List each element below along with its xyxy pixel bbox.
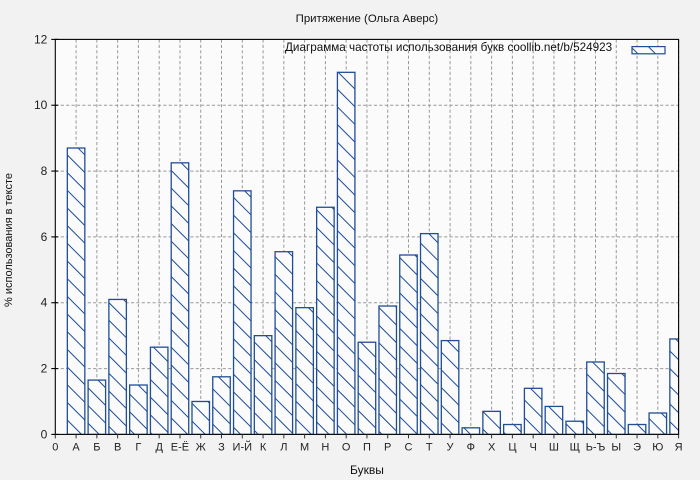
- svg-text:Ц: Ц: [508, 441, 516, 453]
- svg-text:А: А: [72, 441, 80, 453]
- svg-text:С: С: [405, 441, 413, 453]
- svg-text:Е-Ё: Е-Ё: [171, 441, 189, 453]
- svg-text:О: О: [342, 441, 351, 453]
- svg-text:У: У: [447, 441, 455, 453]
- svg-text:Х: Х: [488, 441, 496, 453]
- svg-text:Притяжение (Ольга Аверс): Притяжение (Ольга Аверс): [296, 13, 439, 25]
- svg-text:Диаграмма частоты использовани: Диаграмма частоты использования букв coo…: [285, 41, 612, 54]
- svg-text:Т: Т: [426, 441, 433, 453]
- svg-text:И-Й: И-Й: [233, 440, 252, 453]
- svg-text:К: К: [260, 441, 267, 453]
- svg-text:Я: Я: [675, 441, 683, 453]
- svg-text:Р: Р: [384, 441, 391, 453]
- svg-text:Ш: Ш: [549, 441, 559, 453]
- svg-text:Ю: Ю: [652, 441, 663, 453]
- svg-text:П: П: [363, 441, 371, 453]
- svg-text:6: 6: [41, 230, 48, 244]
- svg-text:З: З: [218, 441, 225, 453]
- svg-text:Ы: Ы: [611, 441, 621, 453]
- svg-text:Ж: Ж: [196, 441, 206, 453]
- svg-text:% использования в тексте: % использования в тексте: [3, 173, 15, 307]
- svg-text:Д: Д: [155, 441, 163, 453]
- svg-text:4: 4: [41, 296, 48, 310]
- svg-text:Л: Л: [280, 441, 287, 453]
- svg-text:Г: Г: [135, 441, 141, 453]
- svg-text:Н: Н: [321, 441, 329, 453]
- svg-text:Э: Э: [633, 441, 641, 453]
- svg-text:Щ: Щ: [570, 441, 580, 453]
- svg-text:В: В: [114, 441, 121, 453]
- svg-text:Ч: Ч: [529, 441, 536, 453]
- svg-text:2: 2: [41, 362, 48, 376]
- svg-text:Ф: Ф: [467, 441, 475, 453]
- svg-text:12: 12: [34, 32, 48, 46]
- svg-text:0: 0: [52, 441, 58, 453]
- svg-text:Ь-Ъ: Ь-Ъ: [586, 441, 606, 453]
- svg-text:8: 8: [41, 164, 48, 178]
- svg-text:М: М: [300, 441, 309, 453]
- svg-text:Буквы: Буквы: [350, 463, 384, 477]
- svg-text:Б: Б: [93, 441, 100, 453]
- svg-text:10: 10: [34, 98, 48, 112]
- svg-text:0: 0: [41, 427, 48, 441]
